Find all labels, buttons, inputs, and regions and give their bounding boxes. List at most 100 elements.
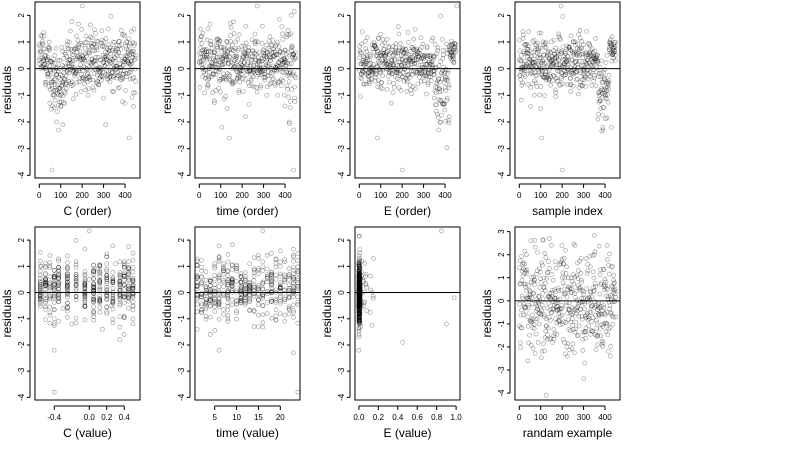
data-point <box>56 265 61 270</box>
data-point <box>217 38 223 44</box>
data-point <box>117 61 123 67</box>
data-point <box>438 59 444 64</box>
data-point <box>380 73 385 79</box>
data-point <box>61 70 67 76</box>
data-point <box>202 49 207 55</box>
data-point <box>582 306 587 312</box>
data-point <box>567 82 573 88</box>
data-point <box>604 115 610 121</box>
data-point <box>225 61 231 66</box>
data-point <box>537 56 542 61</box>
data-point <box>37 282 43 287</box>
data-point <box>42 61 47 67</box>
data-point <box>274 52 279 58</box>
data-point <box>259 41 265 46</box>
data-point <box>611 41 617 47</box>
data-point <box>375 135 380 141</box>
data-point <box>76 21 81 27</box>
data-point <box>388 100 394 106</box>
data-point <box>273 44 278 49</box>
data-point <box>430 69 436 74</box>
data-point <box>411 53 417 58</box>
data-point <box>434 102 439 108</box>
data-point <box>132 55 138 61</box>
data-point <box>117 65 123 70</box>
data-point <box>258 59 264 64</box>
data-point <box>99 78 104 83</box>
data-point <box>250 48 255 54</box>
data-point <box>214 44 220 49</box>
data-point <box>527 59 533 65</box>
data-point <box>584 52 589 58</box>
data-point <box>451 60 457 66</box>
data-point <box>545 73 551 78</box>
data-point <box>528 238 534 243</box>
data-point <box>286 119 292 125</box>
data-point <box>548 74 553 79</box>
data-point <box>401 47 407 53</box>
data-point <box>204 49 209 55</box>
data-point <box>232 57 237 63</box>
data-point <box>521 67 526 72</box>
data-point <box>126 298 131 304</box>
data-point <box>376 35 382 41</box>
data-point <box>566 58 571 63</box>
x-tick-label: 100 <box>534 191 548 200</box>
data-point <box>519 83 525 88</box>
data-point <box>372 42 377 48</box>
data-point <box>439 76 445 81</box>
data-point <box>391 52 396 58</box>
data-point <box>211 56 216 62</box>
data-point <box>611 45 616 50</box>
data-point <box>605 257 610 262</box>
data-point <box>97 76 102 81</box>
data-point <box>121 295 127 300</box>
data-point <box>398 88 404 93</box>
data-point <box>256 67 262 72</box>
data-point <box>108 51 113 57</box>
data-point <box>284 69 289 75</box>
data-point <box>93 80 99 85</box>
data-point <box>36 42 42 47</box>
y-tick-label: 1 <box>17 264 26 269</box>
data-point <box>50 86 55 92</box>
data-point <box>203 72 209 78</box>
data-point <box>533 59 539 64</box>
data-point <box>566 300 572 306</box>
data-point <box>553 45 558 51</box>
data-point <box>273 67 279 72</box>
data-point <box>550 63 555 69</box>
data-point <box>86 75 92 80</box>
data-point <box>93 66 98 72</box>
data-point <box>436 127 441 133</box>
data-point <box>521 312 526 318</box>
data-point <box>404 53 409 59</box>
data-point <box>447 47 453 53</box>
data-point <box>111 73 117 79</box>
y-tick-label: -4 <box>17 171 26 179</box>
data-point <box>581 42 586 47</box>
data-point <box>517 48 523 54</box>
data-point <box>73 238 79 243</box>
data-point <box>387 67 393 73</box>
data-point <box>79 42 85 48</box>
data-point <box>37 43 43 49</box>
data-point <box>567 76 573 81</box>
data-point <box>104 56 109 62</box>
data-point <box>562 68 567 74</box>
data-point <box>576 85 582 91</box>
data-point <box>547 55 552 61</box>
data-point <box>520 65 525 70</box>
data-point <box>562 56 568 62</box>
data-point <box>385 49 390 54</box>
y-tick-label: 1 <box>337 264 346 269</box>
data-point <box>55 90 60 96</box>
data-point <box>549 61 555 67</box>
data-point <box>248 62 253 68</box>
data-point <box>117 259 123 265</box>
data-point <box>70 52 76 57</box>
data-point <box>210 72 216 77</box>
data-point <box>409 45 415 50</box>
data-point <box>548 63 554 68</box>
data-point <box>567 70 572 75</box>
